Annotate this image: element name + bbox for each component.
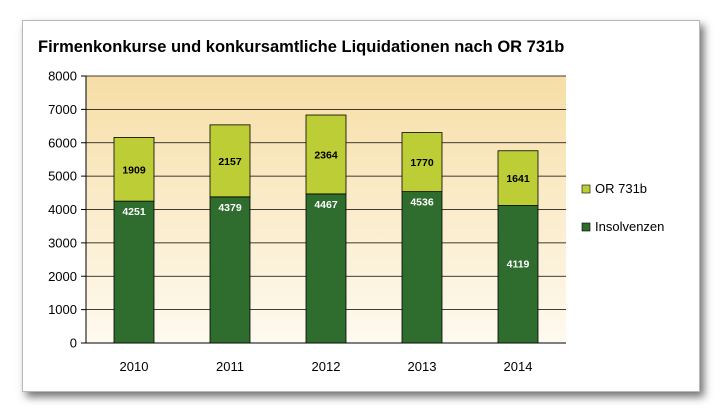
axes: 0 1000 2000 3000 4000 5000 6000 7000 8000 2010 201… [48,69,566,374]
x-tick-label: 2010 [120,359,149,374]
chart-title: Firmenkonkurse und konkursamtliche Liqui… [38,38,564,56]
bar-insolvenzen-2014 [497,205,539,344]
y-tick-label: 2000 [48,269,77,284]
y-tick-label: 6000 [48,135,77,150]
data-label-or-731b-2010: 1909 [122,164,146,176]
x-tick-label: 2013 [408,359,437,374]
x-tick-label: 2014 [504,359,533,374]
data-label-insolvenzen-2014: 4119 [507,258,530,270]
data-label-insolvenzen-2012: 4467 [314,199,338,211]
y-tick-label: 4000 [48,202,77,217]
y-tick-label: 1000 [48,302,77,317]
y-tick-label: 5000 [48,169,77,184]
data-label-or-731b-2014: 1641 [506,173,530,185]
y-tick-label: 7000 [48,102,77,117]
data-label-or-731b-2013: 1770 [410,157,434,169]
bar-or-731b-2010 [113,137,155,202]
data-label-or-731b-2011: 2157 [218,156,242,168]
data-label-or-731b-2012: 2364 [314,149,338,161]
data-label-insolvenzen-2010: 4251 [122,206,146,218]
legend-swatch-insolvenzen [581,222,591,232]
bar-insolvenzen-2012 [305,193,347,344]
bar-insolvenzen-2013 [401,191,443,344]
y-tick-label: 0 [70,336,77,351]
x-tick-label: 2011 [216,359,244,374]
bar-or-731b-2012 [305,114,347,195]
x-tick-label: 2012 [312,359,341,374]
legend: OR 731b Insolvenzen [581,181,664,234]
y-tick-label: 8000 [48,69,77,84]
legend-label-or-731b: OR 731b [595,181,647,196]
y-tick-label: 3000 [48,235,77,250]
data-label-insolvenzen-2013: 4536 [410,197,434,209]
bar-or-731b-2011 [209,124,251,198]
data-label-insolvenzen-2011: 4379 [218,202,242,214]
legend-label-insolvenzen: Insolvenzen [595,219,664,234]
bars: 4251 1909 4379 2157 4467 2364 4536 1770 4119 1641 [113,114,539,344]
bar-or-731b-2014 [497,150,539,206]
bar-insolvenzen-2010 [113,200,155,344]
bar-insolvenzen-2011 [209,196,251,344]
bar-or-731b-2013 [401,132,443,193]
legend-swatch-or-731b [581,184,591,194]
